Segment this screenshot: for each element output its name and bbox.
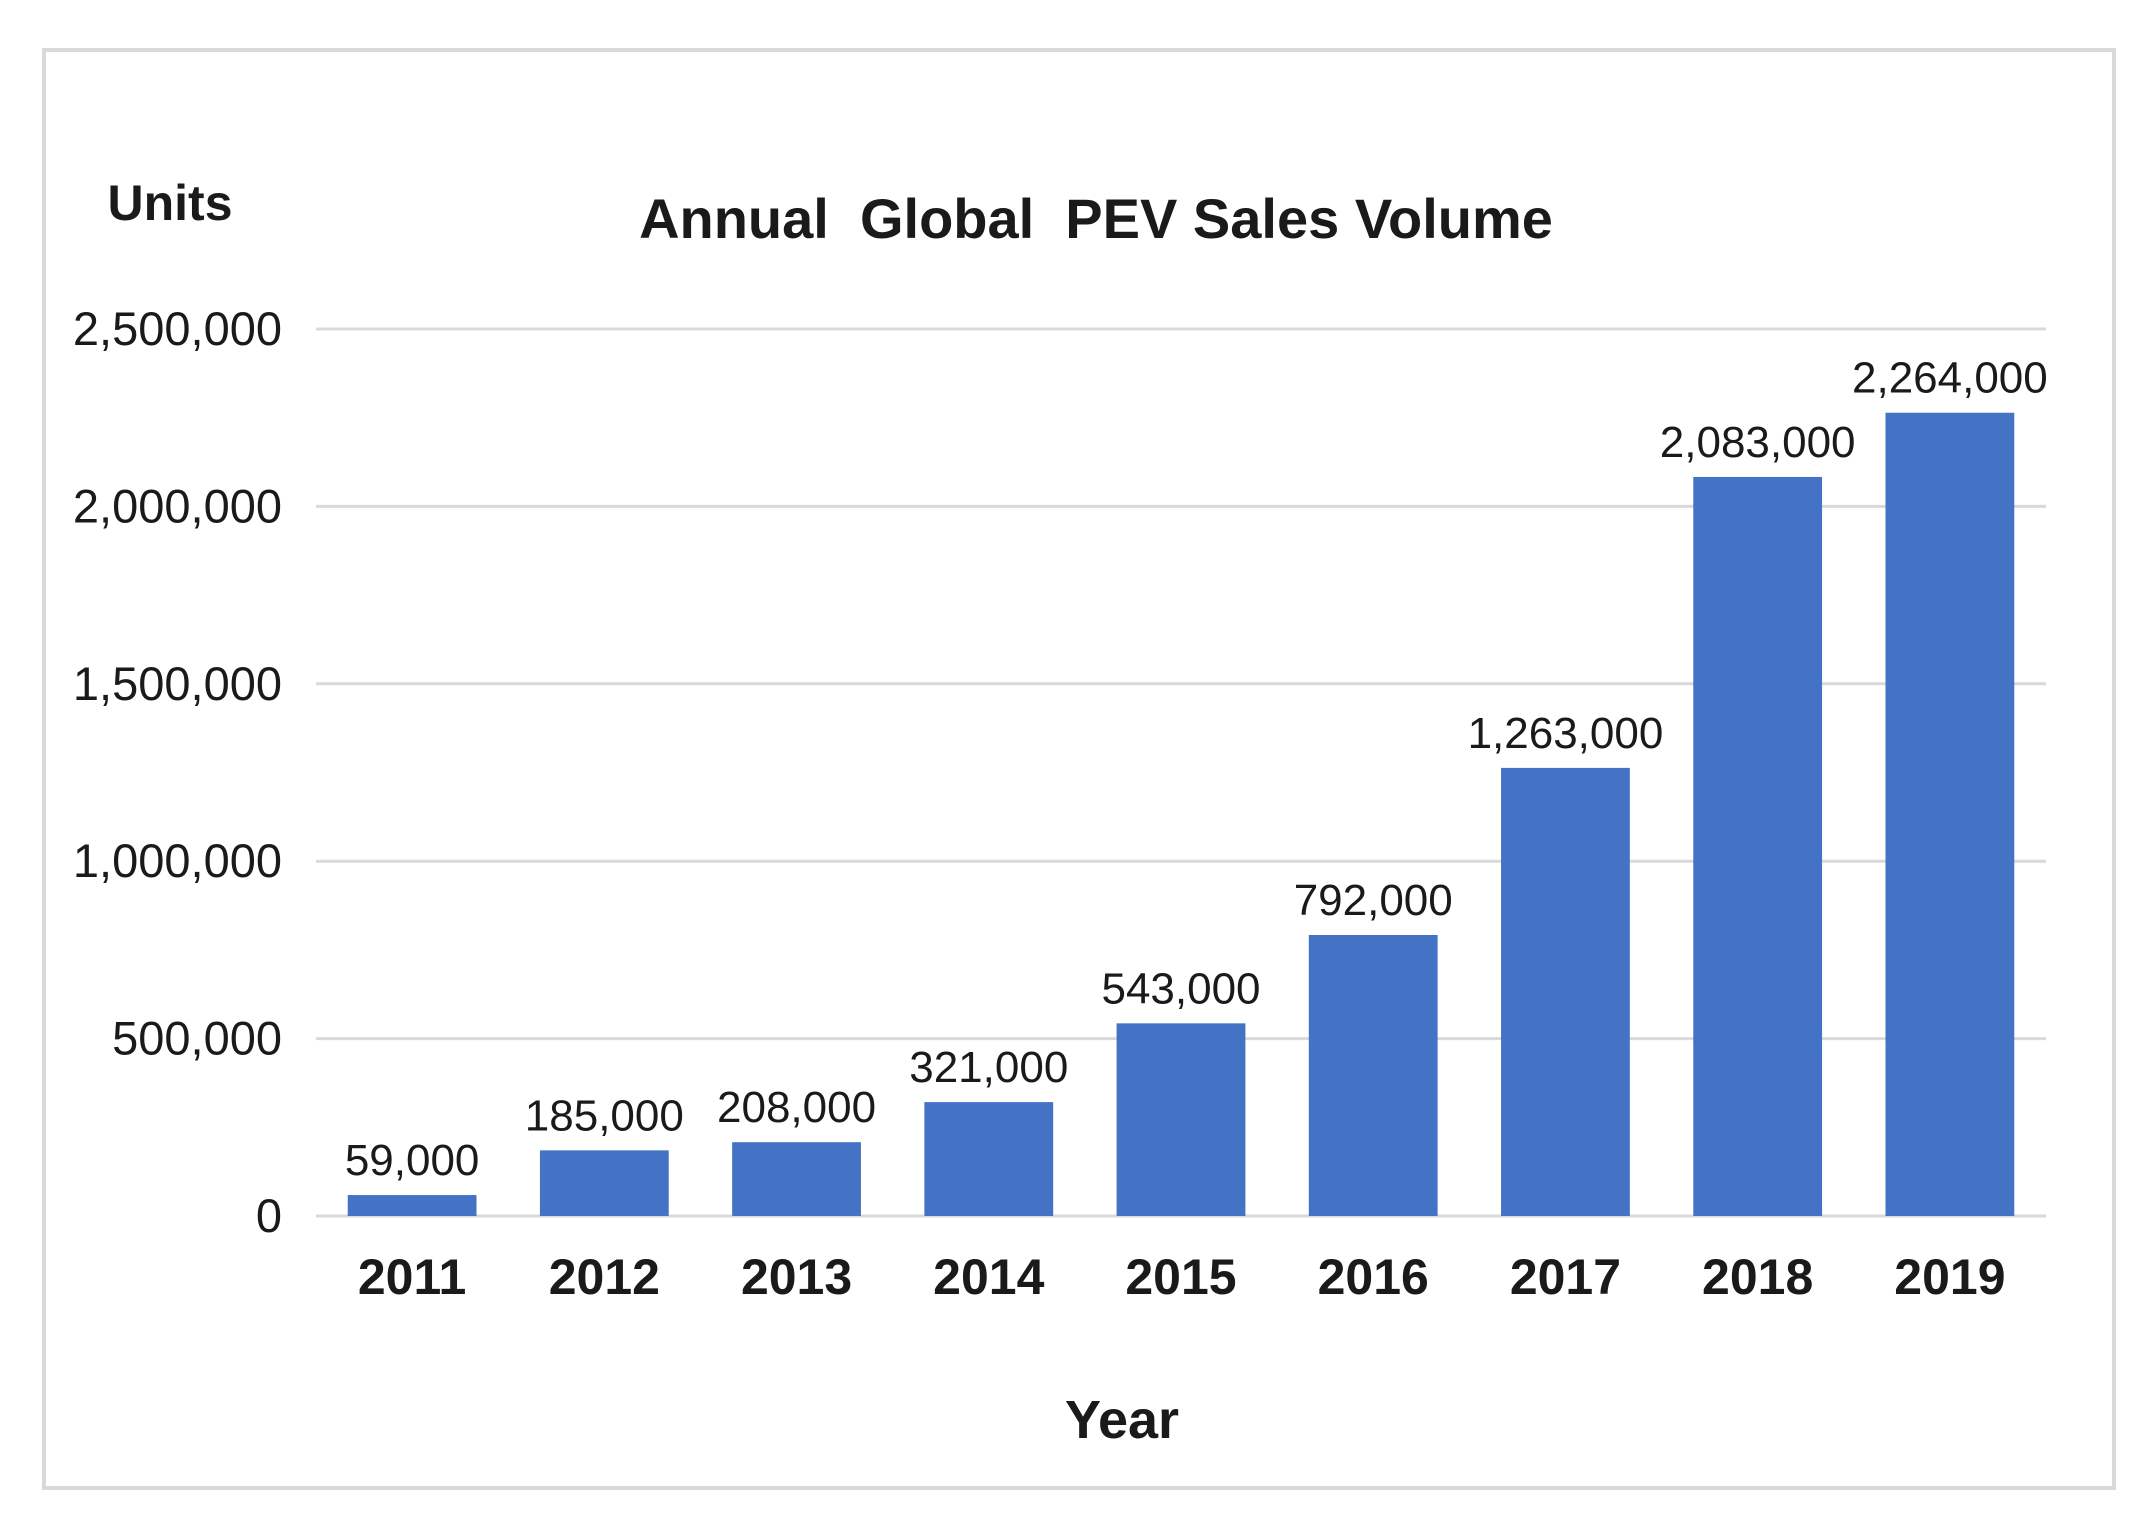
x-axis-label: Year: [1065, 1390, 1179, 1450]
x-tick-label: 2018: [1702, 1249, 1813, 1305]
bar-chart: 59,000 185,000 208,000 321,000 543,000 792,00…: [73, 175, 2048, 1450]
data-label-2016: 792,000: [1294, 876, 1453, 925]
data-label-2014: 321,000: [909, 1043, 1068, 1092]
x-tick-label: 2013: [741, 1249, 852, 1305]
x-tick-label: 2014: [933, 1249, 1044, 1305]
x-tick-label: 2012: [549, 1249, 660, 1305]
y-axis-ticks: 0 500,000 1,000,000 1,500,000 2,000,000 2,500…: [73, 302, 282, 1242]
bars: [347, 412, 2015, 1216]
chart-title: Annual Global PEV Sales Volume: [639, 187, 1553, 250]
data-label-2017: 1,263,000: [1468, 709, 1664, 758]
x-axis-ticks: 2011 2012 2013 2014 2015 2016 2017 2018 2019: [358, 1249, 2006, 1305]
data-label-2019: 2,264,000: [1852, 354, 2048, 403]
bar-2014: [924, 1102, 1054, 1216]
y-tick-label: 2,000,000: [73, 479, 282, 532]
bar-2011: [347, 1195, 477, 1216]
data-label-2012: 185,000: [525, 1091, 684, 1140]
y-tick-label: 1,500,000: [73, 657, 282, 710]
data-labels: 59,000 185,000 208,000 321,000 543,000 792,00…: [345, 354, 2048, 1185]
bar-2012: [539, 1150, 669, 1216]
bar-2016: [1308, 934, 1438, 1216]
data-label-2013: 208,000: [717, 1083, 876, 1132]
bar-2015: [1116, 1023, 1246, 1216]
bar-2018: [1693, 476, 1823, 1216]
data-label-2015: 543,000: [1101, 964, 1260, 1013]
x-tick-label: 2011: [358, 1249, 466, 1305]
y-tick-label: 0: [256, 1189, 282, 1242]
x-tick-label: 2016: [1318, 1249, 1429, 1305]
y-axis-label: Units: [108, 175, 233, 231]
bar-2013: [732, 1142, 861, 1216]
y-tick-label: 1,000,000: [73, 834, 282, 887]
chart-frame: 59,000 185,000 208,000 321,000 543,000 792,00…: [42, 48, 2116, 1490]
bar-2019: [1885, 412, 2015, 1216]
data-label-2011: 59,000: [345, 1136, 480, 1185]
x-tick-label: 2019: [1894, 1249, 2005, 1305]
bar-2017: [1501, 767, 1630, 1216]
y-tick-label: 500,000: [112, 1012, 282, 1065]
data-label-2018: 2,083,000: [1660, 418, 1856, 467]
y-tick-label: 2,500,000: [73, 302, 282, 355]
x-tick-label: 2017: [1510, 1249, 1621, 1305]
x-tick-label: 2015: [1125, 1249, 1236, 1305]
